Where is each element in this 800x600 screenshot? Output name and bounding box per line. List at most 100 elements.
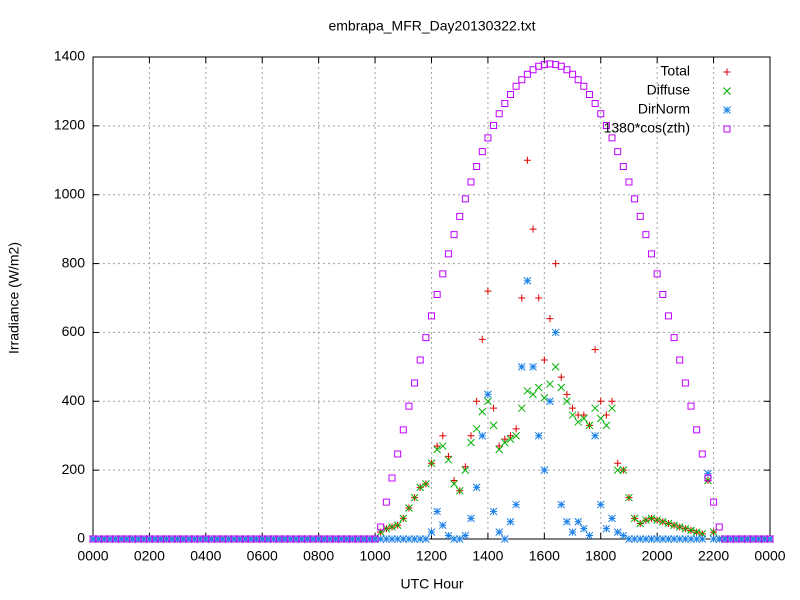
point: [670, 334, 678, 342]
point: [428, 312, 435, 320]
point: [433, 507, 441, 516]
point: [461, 531, 470, 540]
point: [602, 524, 611, 533]
point: [557, 500, 566, 509]
point: [749, 535, 757, 543]
point: [636, 519, 645, 528]
point: [675, 523, 684, 531]
point: [450, 476, 458, 484]
point: [473, 397, 481, 405]
point: [359, 535, 368, 543]
point: [456, 212, 464, 220]
point: [438, 442, 447, 450]
point: [416, 356, 424, 364]
point: [196, 535, 205, 543]
point: [692, 528, 701, 536]
x-tick-label: 0600: [247, 548, 278, 564]
point: [100, 535, 109, 543]
point: [625, 535, 633, 543]
point: [156, 535, 165, 543]
x-tick-label: 0800: [303, 548, 334, 564]
point: [455, 535, 464, 543]
point: [563, 397, 571, 406]
point: [433, 291, 441, 299]
point: [648, 250, 656, 258]
legend-label: DirNorm: [638, 101, 690, 117]
point: [185, 535, 193, 543]
point: [467, 178, 475, 186]
point: [292, 535, 300, 543]
point: [297, 535, 306, 543]
point: [512, 500, 520, 509]
legend-label: Total: [660, 63, 690, 79]
point: [754, 535, 763, 543]
point: [354, 535, 363, 543]
y-tick-label: 1000: [54, 185, 85, 201]
point: [619, 162, 627, 170]
legend-label: Diffuse: [647, 82, 691, 98]
point: [523, 70, 531, 78]
point: [613, 528, 622, 536]
point: [625, 178, 633, 186]
point: [450, 480, 458, 488]
x-tick-label: 0000: [754, 548, 785, 564]
point: [676, 356, 684, 364]
point: [461, 463, 469, 471]
point: [388, 474, 396, 482]
point: [568, 411, 577, 419]
legend-marker: [723, 68, 731, 76]
point: [416, 535, 425, 543]
point: [704, 469, 712, 478]
point: [405, 402, 413, 410]
point: [704, 476, 712, 485]
point: [760, 535, 769, 543]
point: [179, 535, 188, 543]
point: [596, 500, 605, 509]
point: [631, 195, 639, 203]
point: [574, 76, 582, 84]
point: [399, 514, 408, 523]
point: [500, 535, 509, 543]
point: [534, 431, 543, 440]
y-tick-label: 1400: [54, 48, 85, 64]
point: [314, 535, 323, 543]
point: [247, 535, 255, 543]
point: [614, 459, 622, 467]
point: [89, 535, 97, 543]
point: [687, 535, 695, 543]
plot-border: [92, 56, 771, 540]
point: [675, 535, 684, 543]
x-tick-label: 1400: [472, 548, 503, 564]
x-tick-label: 1600: [529, 548, 560, 564]
x-tick-label: 2200: [698, 548, 729, 564]
point: [444, 452, 452, 460]
point: [585, 91, 593, 99]
point: [653, 535, 662, 543]
point: [495, 528, 504, 536]
point: [591, 99, 599, 107]
point: [664, 519, 673, 528]
point: [241, 535, 250, 543]
y-tick-label: 800: [62, 254, 86, 270]
point: [478, 335, 486, 343]
x-tick-label: 0200: [134, 548, 165, 564]
point: [687, 402, 695, 410]
point: [591, 404, 599, 413]
point: [213, 535, 221, 543]
point: [596, 414, 605, 423]
point: [692, 535, 701, 543]
point: [490, 404, 498, 412]
point: [410, 535, 419, 543]
point: [506, 517, 515, 526]
point: [681, 524, 690, 533]
point: [467, 432, 475, 440]
point: [602, 421, 611, 430]
x-tick-label: 0000: [77, 548, 108, 564]
point: [529, 66, 537, 74]
point: [405, 504, 413, 512]
point: [399, 426, 407, 434]
point: [444, 250, 452, 258]
point: [478, 148, 486, 156]
point: [766, 535, 774, 543]
